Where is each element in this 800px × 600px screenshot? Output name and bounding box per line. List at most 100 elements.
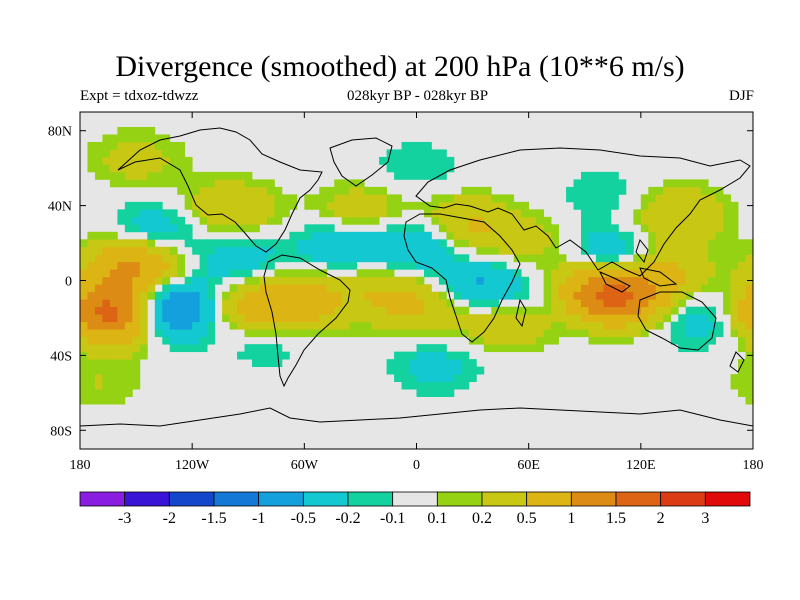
field-cell <box>468 276 477 285</box>
field-cell <box>109 374 118 382</box>
field-cell <box>700 344 709 353</box>
field-cell <box>678 261 687 270</box>
field-cell <box>461 254 470 263</box>
field-cell <box>379 329 387 338</box>
field-cell <box>124 164 133 173</box>
field-cell <box>319 321 328 330</box>
field-cell <box>521 254 530 263</box>
field-cell <box>483 299 492 308</box>
field-cell <box>461 359 470 368</box>
field-cell <box>266 276 275 285</box>
field-cell <box>311 321 320 330</box>
field-cell <box>386 366 395 375</box>
field-cell <box>401 231 410 240</box>
field-cell <box>648 209 657 218</box>
field-cell <box>177 314 186 323</box>
field-cell <box>521 344 530 353</box>
field-cell <box>371 231 380 240</box>
field-cell <box>745 314 753 323</box>
field-cell <box>536 216 545 225</box>
field-cell <box>109 359 118 368</box>
field-cell <box>169 156 178 165</box>
field-cell <box>715 269 724 278</box>
field-cell <box>132 344 141 353</box>
field-cell <box>566 314 574 323</box>
field-cell <box>730 269 739 278</box>
field-cell <box>625 306 634 315</box>
field-cell <box>341 329 350 338</box>
field-cell <box>640 276 649 285</box>
field-cell <box>573 291 582 300</box>
field-cell <box>708 201 717 210</box>
field-cell <box>356 201 365 210</box>
field-cell <box>409 381 417 390</box>
field-cell <box>229 269 238 278</box>
field-cell <box>618 276 627 285</box>
field-cell <box>423 299 432 308</box>
field-cell <box>169 261 178 270</box>
field-cell <box>192 269 201 278</box>
field-cell <box>192 239 201 248</box>
field-cell <box>506 276 515 285</box>
field-cell <box>132 254 141 263</box>
field-cell <box>132 381 141 390</box>
field-cell <box>655 239 664 248</box>
field-cell <box>595 209 604 218</box>
field-cell <box>207 329 215 338</box>
field-cell <box>416 164 425 173</box>
field-cell <box>371 269 380 278</box>
field-cell <box>386 224 395 233</box>
field-cell <box>117 209 126 218</box>
field-cell <box>453 374 462 382</box>
field-cell <box>304 246 313 255</box>
field-cell <box>581 269 589 278</box>
field-cell <box>87 254 96 263</box>
field-cell <box>289 299 298 308</box>
field-cell <box>222 194 230 203</box>
field-cell <box>356 269 365 278</box>
field-cell <box>94 141 103 150</box>
field-cell <box>154 246 163 255</box>
field-cell <box>745 284 753 293</box>
field-cell <box>401 366 410 375</box>
field-cell <box>214 224 223 233</box>
field-cell <box>401 201 410 210</box>
field-cell <box>588 276 597 285</box>
field-cell <box>80 269 88 278</box>
field-cell <box>618 329 627 338</box>
field-cell <box>139 201 148 210</box>
field-cell <box>431 351 440 360</box>
colorbar-label: 1.5 <box>606 510 626 527</box>
field-cell <box>551 299 559 308</box>
field-cell <box>139 336 148 345</box>
field-cell <box>521 306 530 315</box>
field-cell <box>266 216 275 225</box>
field-cell <box>603 194 612 203</box>
field-cell <box>610 224 619 233</box>
colorbar-label: 0.1 <box>427 510 447 527</box>
field-cell <box>94 329 103 338</box>
field-cell <box>446 351 455 360</box>
field-cell <box>229 209 238 218</box>
x-tick-label: 60W <box>291 458 319 473</box>
field-cell <box>506 344 515 353</box>
field-cell <box>461 381 470 390</box>
field-cell <box>438 389 447 397</box>
field-cell <box>543 224 552 233</box>
field-cell <box>334 194 343 203</box>
field-cell <box>87 314 96 323</box>
field-cell <box>453 239 462 248</box>
field-cell <box>423 164 432 173</box>
field-cell <box>543 306 552 315</box>
field-cell <box>551 261 559 270</box>
field-cell <box>446 306 455 315</box>
field-cell <box>311 276 320 285</box>
field-cell <box>266 291 275 300</box>
field-cell <box>207 186 215 195</box>
field-cell <box>685 344 694 353</box>
field-cell <box>730 261 739 270</box>
field-cell <box>379 194 387 203</box>
field-cell <box>326 306 335 315</box>
field-cell <box>139 269 148 278</box>
field-cell <box>147 269 156 278</box>
